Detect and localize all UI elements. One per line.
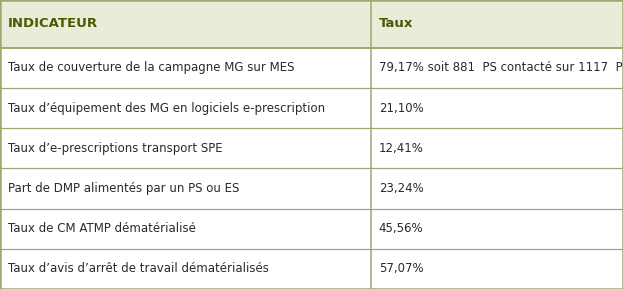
- Text: 12,41%: 12,41%: [379, 142, 424, 155]
- Text: Taux de couverture de la campagne MG sur MES: Taux de couverture de la campagne MG sur…: [8, 61, 295, 74]
- Text: 23,24%: 23,24%: [379, 182, 424, 195]
- Text: 57,07%: 57,07%: [379, 262, 424, 275]
- Text: 79,17% soit 881  PS contacté sur 1117  PS: 79,17% soit 881 PS contacté sur 1117 PS: [379, 61, 623, 74]
- Bar: [0, 88, 623, 128]
- Text: Taux de CM ATMP dématérialisé: Taux de CM ATMP dématérialisé: [8, 222, 196, 235]
- Text: Part de DMP alimentés par un PS ou ES: Part de DMP alimentés par un PS ou ES: [8, 182, 239, 195]
- Text: Taux: Taux: [379, 17, 413, 30]
- Text: 45,56%: 45,56%: [379, 222, 424, 235]
- Bar: [0, 249, 623, 289]
- Text: Taux d’avis d’arrêt de travail dématérialisés: Taux d’avis d’arrêt de travail dématéria…: [8, 262, 269, 275]
- Bar: [0, 209, 623, 249]
- Text: Taux d’e-prescriptions transport SPE: Taux d’e-prescriptions transport SPE: [8, 142, 223, 155]
- Text: 21,10%: 21,10%: [379, 101, 424, 114]
- Bar: [0, 48, 623, 88]
- Bar: [0, 168, 623, 209]
- Text: Taux d’équipement des MG en logiciels e-prescription: Taux d’équipement des MG en logiciels e-…: [8, 101, 325, 114]
- Text: INDICATEUR: INDICATEUR: [8, 17, 98, 30]
- Bar: [0, 128, 623, 168]
- Bar: [0, 0, 623, 48]
